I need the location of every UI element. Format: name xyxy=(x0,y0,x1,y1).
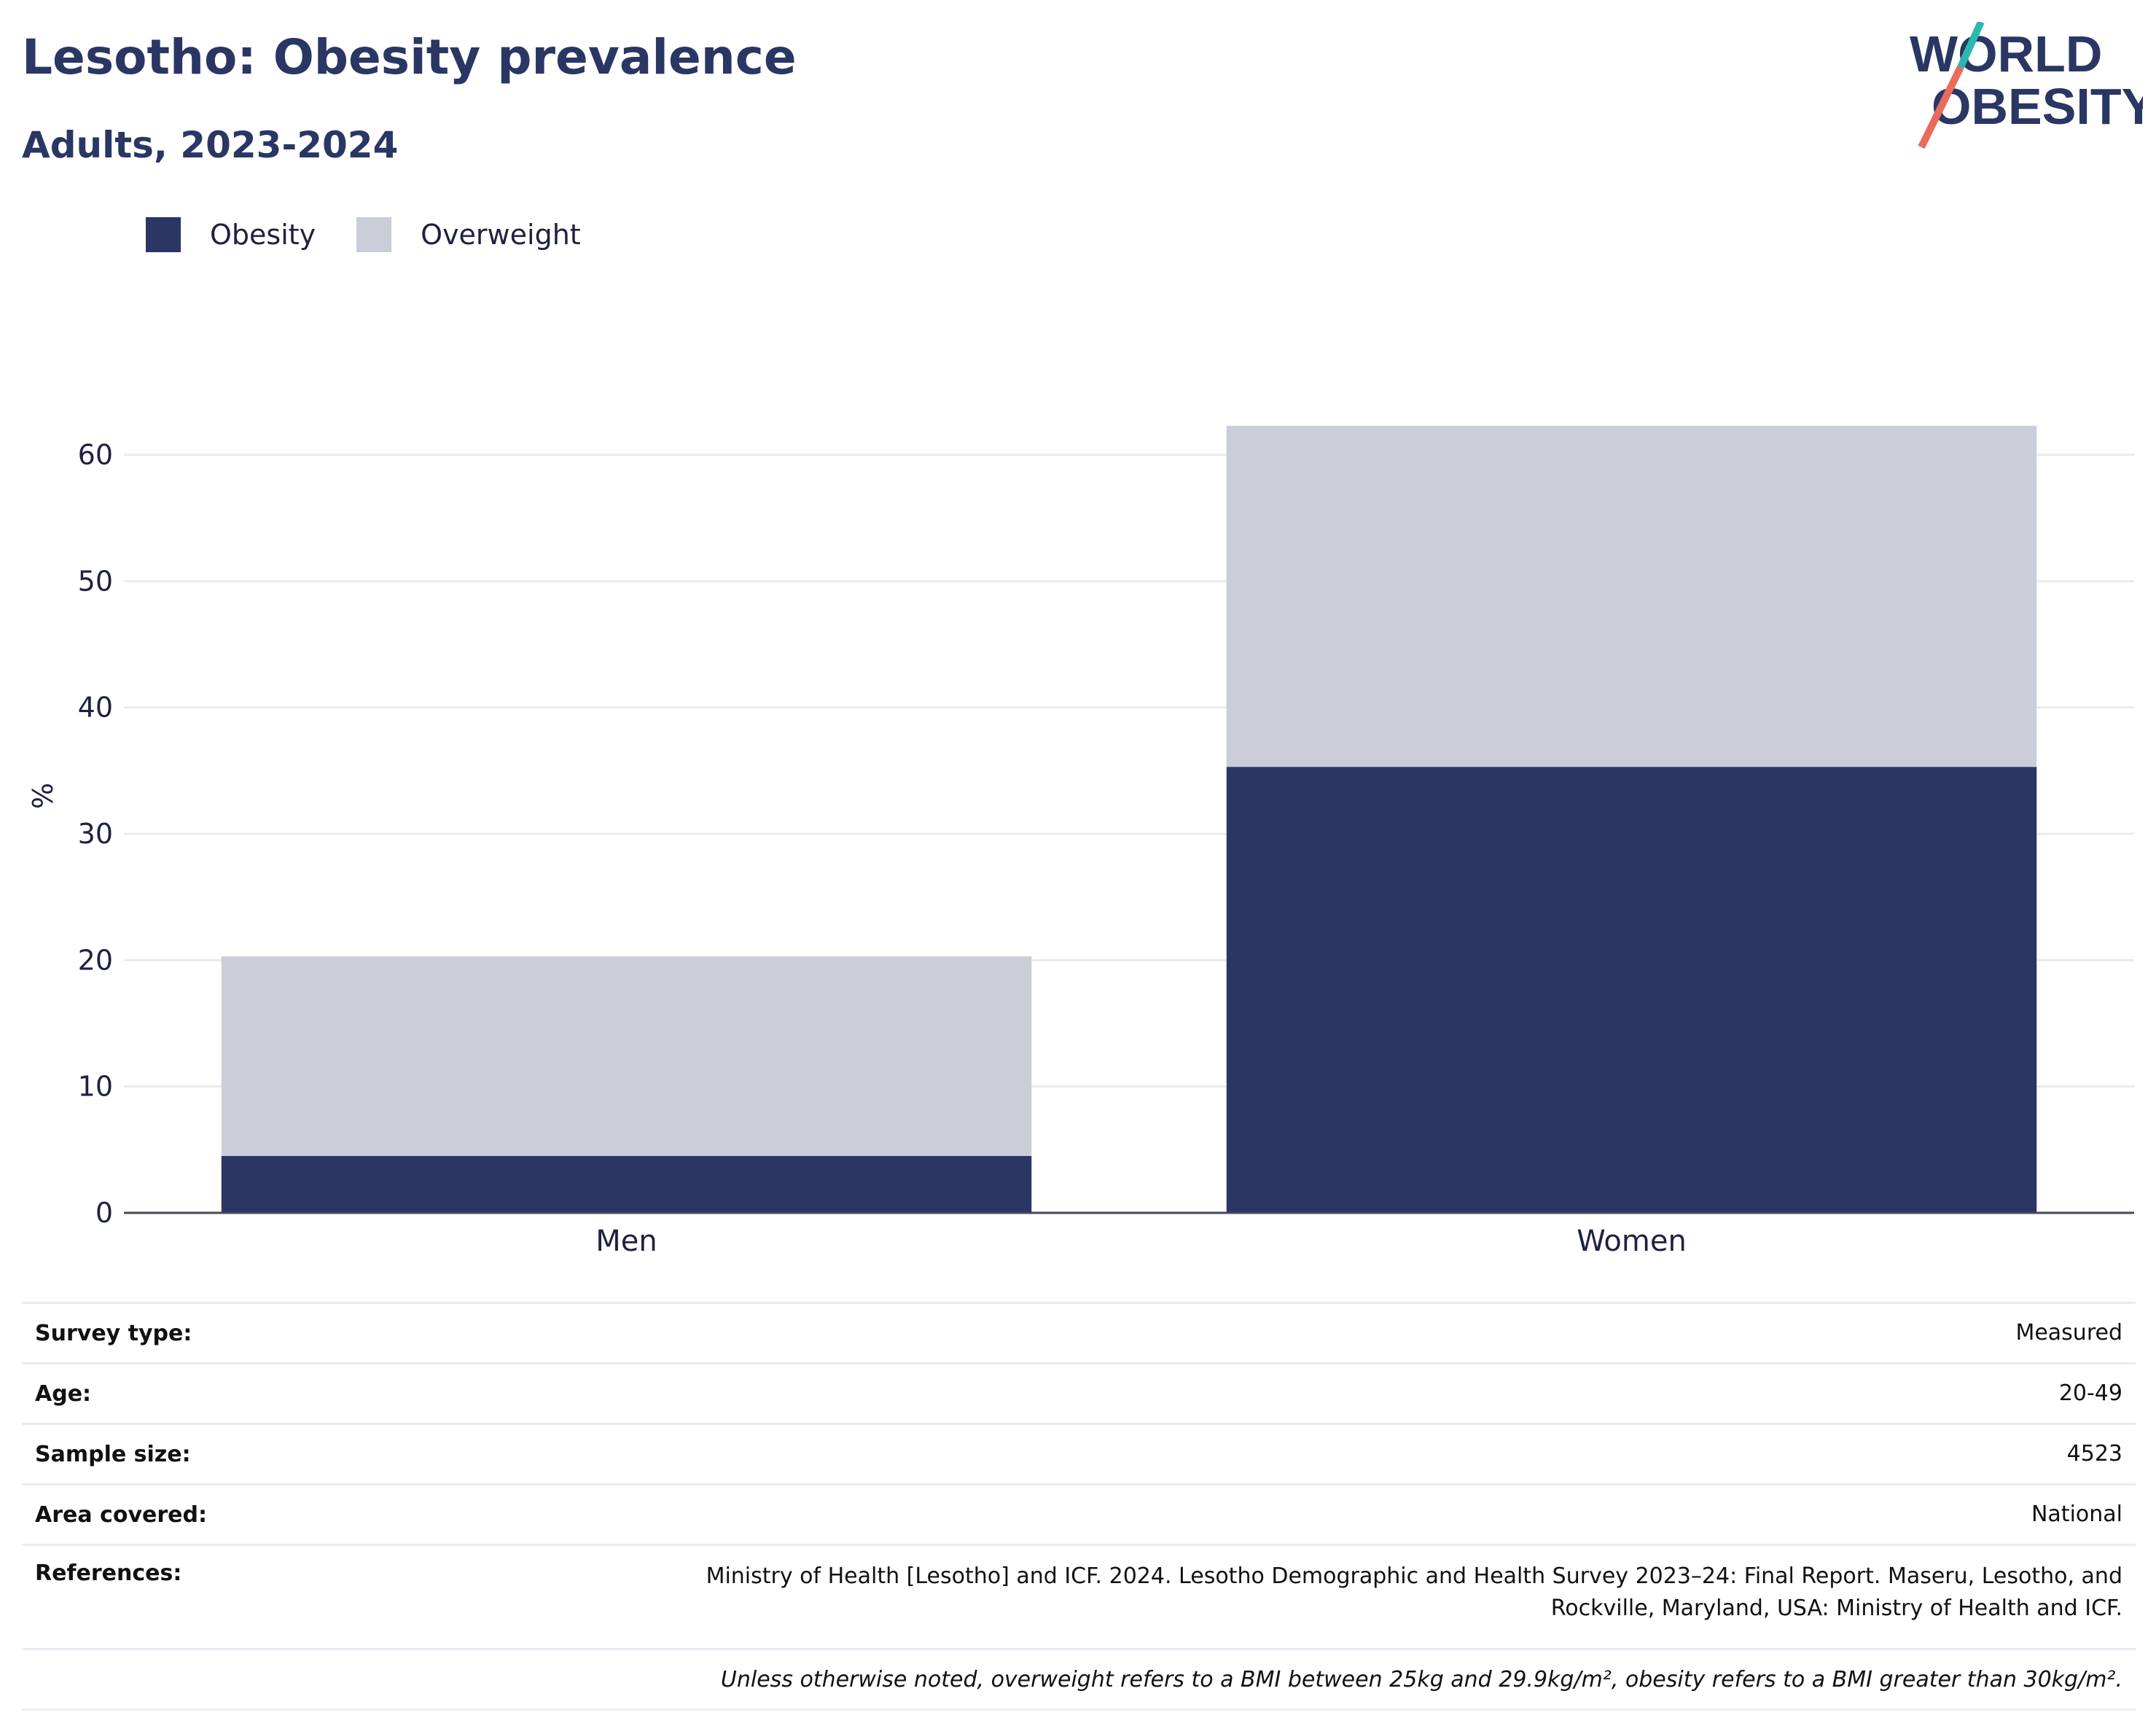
logo-teal-slash xyxy=(1957,22,1985,69)
references-label: References: xyxy=(22,1544,485,1649)
area-covered-value: National xyxy=(485,1483,2136,1545)
bmi-definition-note: Unless otherwise noted, overweight refer… xyxy=(22,1648,2136,1711)
survey-type-value: Measured xyxy=(485,1302,2136,1364)
legend-label-overweight: Overweight xyxy=(421,219,581,251)
bar-overweight-men xyxy=(221,956,1032,1156)
world-obesity-logo: WORLD OBESITY xyxy=(1910,22,2143,149)
y-tick-label: 60 xyxy=(78,439,113,471)
table-row: Unless otherwise noted, overweight refer… xyxy=(22,1648,2136,1711)
bar-obesity-men xyxy=(221,1156,1032,1213)
y-tick-label: 20 xyxy=(78,944,113,976)
y-tick-label: 40 xyxy=(78,692,113,724)
table-row: Area covered: National xyxy=(22,1483,2136,1545)
age-value: 20-49 xyxy=(485,1362,2136,1424)
legend-swatch-obesity xyxy=(146,217,181,252)
references-value: Ministry of Health [Lesotho] and ICF. 20… xyxy=(485,1544,2136,1649)
y-tick-label: 50 xyxy=(78,565,113,597)
table-row: Age: 20-49 xyxy=(22,1362,2136,1424)
logo-line-2: OBESITY xyxy=(1932,78,2143,135)
bar-overweight-women xyxy=(1226,426,2037,768)
legend-item-obesity[interactable]: Obesity xyxy=(146,217,316,252)
bar-chart: 0 10 20 30 40 50 60% Men Women xyxy=(27,426,2134,1258)
y-axis-label: % xyxy=(27,783,59,809)
bar-obesity-women xyxy=(1226,767,2037,1213)
survey-details-table: Survey type: Measured Age: 20-49 Sample … xyxy=(22,1302,2136,1711)
y-tick-label: 10 xyxy=(78,1071,113,1103)
table-row: References: Ministry of Health [Lesotho]… xyxy=(22,1544,2136,1649)
survey-type-label: Survey type: xyxy=(22,1302,485,1364)
legend-item-overweight[interactable]: Overweight xyxy=(356,217,581,252)
references-line-2: Rockville, Maryland, USA: Ministry of He… xyxy=(1550,1596,2122,1621)
x-tick-label: Men xyxy=(595,1225,657,1258)
table-row: Survey type: Measured xyxy=(22,1302,2136,1364)
chart-title: Lesotho: Obesity prevalence xyxy=(22,29,797,85)
area-covered-label: Area covered: xyxy=(22,1483,485,1545)
y-tick-label: 0 xyxy=(95,1197,113,1229)
legend-swatch-overweight xyxy=(356,217,392,252)
logo-coral-slash xyxy=(1918,65,1964,149)
sample-size-value: 4523 xyxy=(485,1423,2136,1485)
table-row: Sample size: 4523 xyxy=(22,1423,2136,1485)
age-label: Age: xyxy=(22,1362,485,1424)
legend-label-obesity: Obesity xyxy=(210,219,316,251)
chart-subtitle: Adults, 2023-2024 xyxy=(22,124,399,166)
logo-line-1: WORLD xyxy=(1910,26,2102,82)
sample-size-label: Sample size: xyxy=(22,1423,485,1485)
x-tick-label: Women xyxy=(1577,1225,1687,1258)
chart-legend: Obesity Overweight xyxy=(146,217,622,252)
references-line-1: Ministry of Health [Lesotho] and ICF. 20… xyxy=(706,1563,2122,1589)
y-tick-label: 30 xyxy=(78,818,113,850)
